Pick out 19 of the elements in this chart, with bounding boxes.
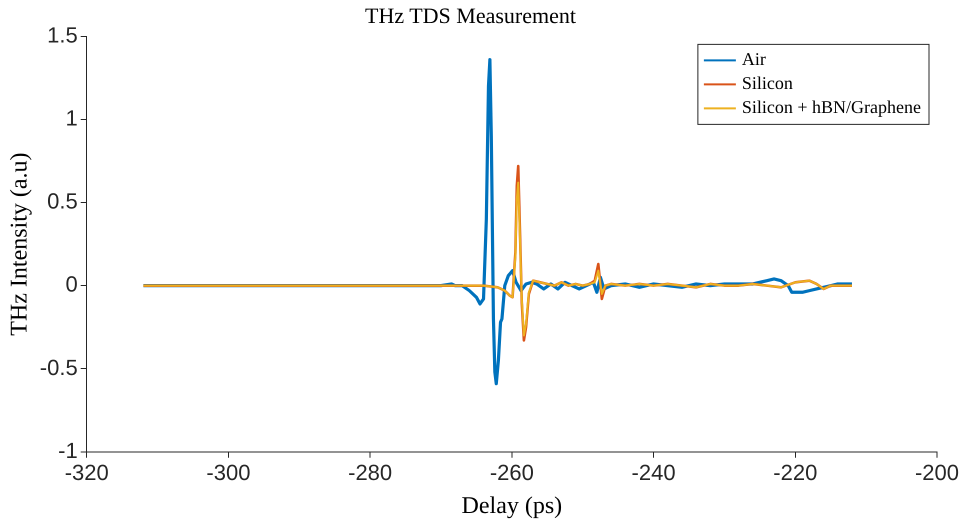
x-tick-label: -260 [490,460,534,486]
y-axis-title: THz Intensity (a.u) [6,152,33,336]
x-axis-title: Delay (ps) [462,492,562,519]
legend-label: Silicon [742,73,793,94]
chart-title: THz TDS Measurement [365,2,576,28]
y-tick-label: 1.5 [47,22,78,48]
y-tick-label: -1 [58,438,78,463]
x-tick-label: -240 [632,460,676,486]
y-tick-label: 0.5 [47,188,78,214]
x-tick-label: -320 [64,460,109,486]
y-tick-label: 1 [65,106,78,131]
x-tick-label: -200 [914,460,960,486]
y-tick-label: -0.5 [40,354,78,380]
x-tick-label: -280 [348,460,392,486]
legend-label: Air [742,49,766,70]
legend-label: Silicon + hBN/Graphene [742,97,922,118]
x-tick-label: -300 [206,460,250,486]
x-tick-label: -220 [773,460,818,486]
y-tick-label: 0 [65,272,78,297]
